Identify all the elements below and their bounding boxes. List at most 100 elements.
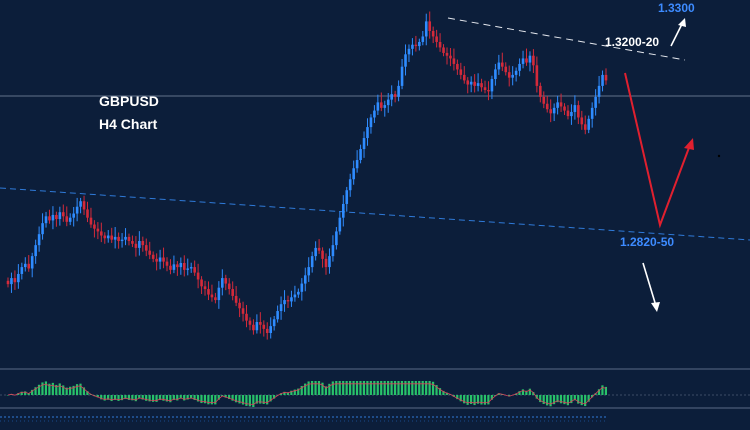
oscillator-bar [314, 381, 317, 395]
oscillator-bar [279, 393, 283, 395]
candle-body [248, 320, 252, 325]
candle-body [231, 289, 234, 296]
oscillator-bar [124, 395, 127, 399]
up-arrow-head [678, 18, 686, 27]
candle-body [245, 313, 248, 321]
candle-body [34, 245, 37, 257]
oscillator-bar [476, 395, 480, 404]
candle-body [55, 214, 58, 220]
oscillator-bar [113, 395, 117, 400]
oscillator-bar [376, 381, 379, 395]
oscillator-bar [151, 395, 155, 402]
candle-body [162, 257, 165, 262]
oscillator-bar [338, 381, 341, 395]
candle-body [341, 203, 345, 218]
oscillator-bar [138, 395, 141, 399]
oscillator-bar [345, 381, 348, 395]
candle-body [158, 257, 162, 262]
oscillator-bar [217, 395, 220, 400]
oscillator-bar [34, 387, 37, 395]
candle-body [255, 322, 259, 331]
oscillator-bar [411, 381, 414, 395]
candle-body [483, 87, 487, 91]
candle-body [480, 83, 483, 88]
oscillator-bar [359, 381, 362, 395]
candle-body [241, 308, 245, 314]
oscillator-bar [48, 383, 51, 395]
oscillator-bar [145, 395, 148, 401]
oscillator-bar [293, 389, 296, 395]
candle-body [165, 261, 169, 266]
candle-body [44, 216, 48, 224]
candle-body [566, 110, 570, 117]
candle-body [348, 179, 352, 191]
candle-body [214, 297, 217, 301]
oscillator-bar [148, 395, 151, 402]
candle-body [17, 273, 20, 283]
candle-body [407, 48, 411, 55]
candle-body [110, 235, 113, 240]
oscillator-bar [255, 395, 258, 404]
candle-body [290, 297, 293, 302]
candle-body [72, 213, 75, 218]
oscillator-bar [179, 395, 182, 399]
candle-body [459, 69, 463, 75]
candle-body [13, 278, 17, 283]
oscillator-bar [162, 395, 165, 401]
oscillator-bar [452, 395, 455, 397]
up-arrow-shaft [670, 21, 684, 47]
candle-body [106, 235, 110, 239]
oscillator-bar [300, 385, 303, 395]
candle-body [335, 231, 338, 246]
oscillator-bar [158, 395, 162, 400]
candle-body [41, 223, 44, 235]
oscillator-bar [324, 386, 328, 395]
candle-body [373, 110, 376, 118]
oscillator-bar [442, 390, 445, 395]
oscillator-bar [262, 395, 265, 404]
candle-body [96, 228, 100, 232]
oscillator-bar [590, 395, 594, 398]
candle-body [397, 85, 400, 97]
oscillator-bar [597, 389, 601, 395]
candle-body [462, 74, 466, 81]
oscillator-bar [245, 395, 248, 406]
candle-body [217, 287, 221, 301]
candle-body [532, 55, 535, 66]
oscillator-bar [27, 393, 30, 395]
oscillator-bar [552, 395, 556, 405]
candle-body [62, 212, 65, 217]
candle-body [390, 94, 393, 100]
oscillator-bar [490, 395, 493, 400]
oscillator-bar [549, 395, 552, 407]
candle-body [169, 265, 172, 270]
oscillator-bar [328, 383, 331, 395]
candle-body [127, 236, 131, 242]
candle-body [221, 278, 224, 288]
oscillator-bar [563, 395, 566, 405]
oscillator-bar [82, 387, 86, 395]
oscillator-bar [290, 390, 293, 395]
oscillator-bar [508, 395, 511, 397]
candle-body [200, 279, 203, 287]
oscillator-bar [37, 384, 41, 395]
oscillator-bar [473, 395, 476, 406]
candle-body [265, 328, 269, 333]
candle-body [20, 267, 24, 274]
oscillator-bar [428, 381, 431, 395]
oscillator-bar [41, 382, 44, 395]
candle-body [51, 214, 55, 221]
candle-body [93, 224, 96, 229]
candle-body [314, 247, 317, 257]
oscillator-bar [190, 395, 193, 399]
candle-body [259, 322, 262, 325]
candle-body [345, 190, 349, 204]
support-trendline [0, 187, 750, 241]
support-level-label: 1.2820-50 [620, 235, 674, 249]
oscillator-bar [480, 395, 483, 405]
oscillator-bar [44, 381, 48, 395]
candle-body [120, 239, 124, 242]
candle-body [587, 118, 591, 130]
candle-body [58, 212, 62, 220]
oscillator-bar [210, 395, 213, 405]
